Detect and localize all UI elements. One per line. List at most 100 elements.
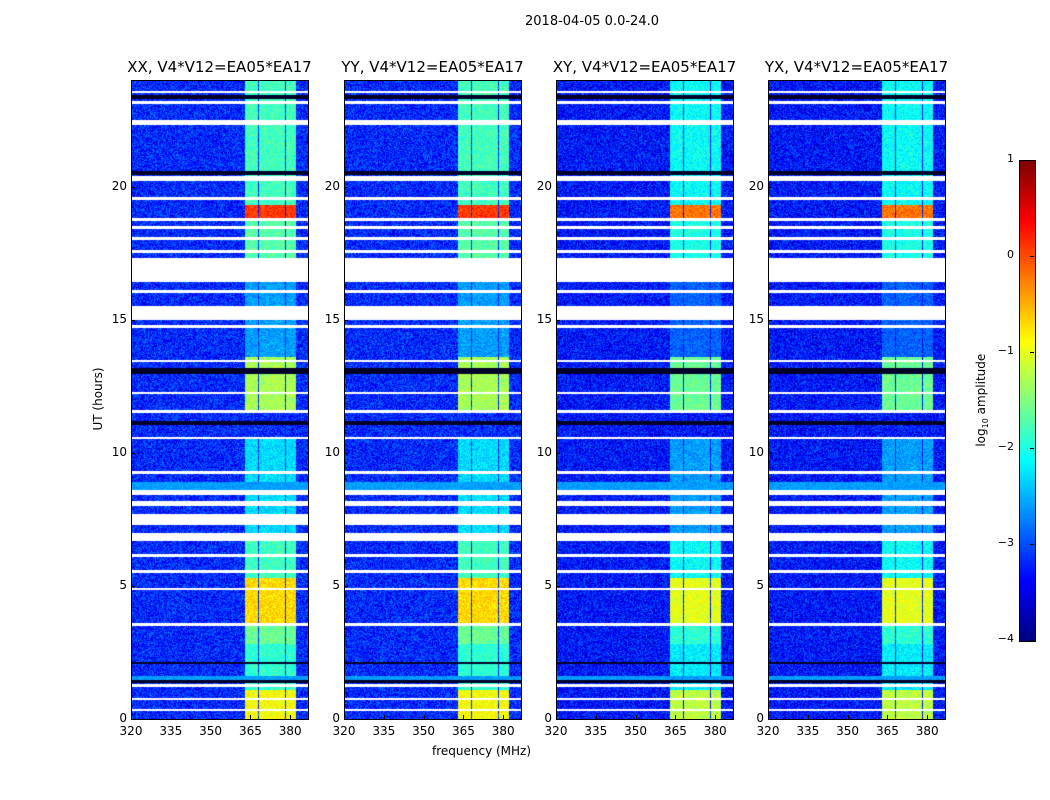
y-tick-label: 5 (119, 577, 127, 592)
y-tick-mark (344, 585, 348, 587)
y-tick-mark (131, 719, 135, 720)
y-tick-mark (131, 186, 135, 188)
y-tick-label: 20 (748, 178, 764, 193)
y-tick-mark (556, 585, 560, 587)
colorbar-label-prefix: log (973, 428, 988, 447)
x-tick-label: 365 (238, 724, 262, 738)
x-tick-mark (383, 715, 385, 719)
y-tick-mark (344, 719, 348, 720)
x-tick-label: 365 (875, 724, 899, 738)
y-tick-mark (768, 719, 772, 720)
colorbar-label-suffix: amplitude (973, 353, 988, 419)
panel-title-0: XX, V4*V12=EA05*EA17 (127, 58, 312, 76)
y-tick-mark (344, 452, 348, 454)
x-axis-label: frequency (MHz) (432, 744, 532, 758)
y-tick-label: 5 (332, 577, 340, 592)
y-axis-label: UT (hours) (91, 367, 105, 431)
colorbar-label: log10 amplitude (974, 350, 990, 450)
panel-frame-0 (131, 80, 309, 720)
panel-frame-1 (344, 80, 522, 720)
x-tick-mark (887, 715, 889, 719)
y-tick-label: 10 (324, 444, 340, 459)
y-tick-mark (344, 319, 348, 321)
x-tick-label: 380 (278, 724, 302, 738)
x-tick-mark (927, 715, 929, 719)
x-tick-mark (290, 715, 292, 719)
colorbar-tick-label: 0 (1007, 248, 1014, 261)
x-tick-label: 365 (451, 724, 475, 738)
y-tick-mark (768, 585, 772, 587)
y-tick-label: 5 (756, 577, 764, 592)
x-tick-label: 380 (915, 724, 939, 738)
y-tick-mark (556, 319, 560, 321)
x-tick-label: 350 (836, 724, 860, 738)
x-tick-mark (847, 715, 849, 719)
y-tick-label: 0 (119, 711, 127, 725)
x-tick-label: 320 (332, 724, 356, 738)
colorbar-tick-mark (1030, 160, 1034, 161)
suptitle: 2018-04-05 0.0-24.0 (525, 14, 659, 29)
x-tick-mark (675, 715, 677, 719)
y-tick-mark (768, 186, 772, 188)
colorbar-tick-mark (1030, 544, 1034, 545)
x-tick-label: 350 (199, 724, 223, 738)
y-tick-label: 10 (536, 444, 552, 459)
panel-title-3: YX, V4*V12=EA05*EA17 (764, 58, 949, 76)
x-tick-mark (210, 715, 212, 719)
y-tick-mark (768, 452, 772, 454)
colorbar-tick-mark (1030, 640, 1034, 641)
x-tick-label: 335 (159, 724, 183, 738)
waterfall-heatmap-2 (556, 80, 733, 719)
y-tick-mark (131, 319, 135, 321)
x-tick-mark (635, 715, 637, 719)
y-tick-label: 0 (544, 711, 552, 725)
y-tick-label: 15 (536, 311, 552, 326)
x-tick-mark (423, 715, 425, 719)
x-tick-label: 335 (796, 724, 820, 738)
x-tick-mark (463, 715, 465, 719)
x-tick-label: 365 (663, 724, 687, 738)
x-tick-mark (250, 715, 252, 719)
y-tick-label: 15 (324, 311, 340, 326)
colorbar-tick-mark (1030, 352, 1034, 353)
y-tick-label: 10 (748, 444, 764, 459)
y-tick-label: 5 (544, 577, 552, 592)
panel-title-2: XY, V4*V12=EA05*EA17 (552, 58, 737, 76)
y-tick-label: 10 (111, 444, 127, 459)
waterfall-heatmap-1 (344, 80, 521, 719)
y-tick-mark (556, 186, 560, 188)
colorbar-tick-mark (1030, 448, 1034, 449)
y-tick-mark (768, 319, 772, 321)
colorbar-tick-label: 1 (1007, 152, 1014, 165)
waterfall-heatmap-0 (131, 80, 308, 719)
x-tick-label: 335 (372, 724, 396, 738)
x-tick-mark (170, 715, 172, 719)
y-tick-label: 15 (111, 311, 127, 326)
x-tick-mark (595, 715, 597, 719)
x-tick-mark (131, 715, 132, 719)
x-tick-label: 380 (703, 724, 727, 738)
y-tick-label: 0 (756, 711, 764, 725)
y-tick-mark (556, 452, 560, 454)
colorbar-tick-mark (1030, 256, 1034, 257)
colorbar (1019, 160, 1036, 642)
y-tick-label: 20 (536, 178, 552, 193)
x-tick-mark (344, 715, 345, 719)
x-tick-label: 320 (544, 724, 568, 738)
x-tick-mark (807, 715, 809, 719)
x-tick-label: 320 (756, 724, 780, 738)
x-tick-mark (556, 715, 557, 719)
waterfall-heatmap-3 (768, 80, 945, 719)
colorbar-tick-label: −2 (997, 440, 1014, 453)
x-tick-mark (715, 715, 717, 719)
panel-frame-3 (768, 80, 946, 720)
y-tick-mark (131, 452, 135, 454)
colorbar-tick-label: −4 (997, 632, 1014, 645)
y-tick-mark (131, 585, 135, 587)
x-tick-mark (503, 715, 505, 719)
y-tick-mark (556, 719, 560, 720)
x-tick-label: 350 (412, 724, 436, 738)
y-tick-mark (344, 186, 348, 188)
panel-frame-2 (556, 80, 734, 720)
